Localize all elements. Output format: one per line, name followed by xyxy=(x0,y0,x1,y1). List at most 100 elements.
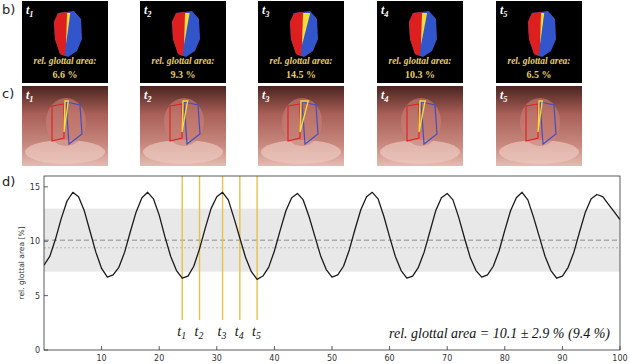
plot-frame xyxy=(44,176,620,350)
label-sub: 4 xyxy=(383,10,388,19)
x-tick-label: 70 xyxy=(442,354,452,363)
area-value: 14.5 % xyxy=(286,69,316,80)
frame-label: t3 xyxy=(262,3,270,19)
area-value: 6.6 % xyxy=(53,69,78,80)
glottis-outline xyxy=(64,101,68,132)
y-tick xyxy=(44,295,48,296)
plot-data xyxy=(44,176,620,320)
left-fold-outline xyxy=(407,104,419,141)
x-tick xyxy=(332,346,333,350)
frame-label: t3 xyxy=(262,88,270,104)
photo-background xyxy=(496,86,582,166)
photo-panel: t4 xyxy=(377,86,463,166)
panel-label: d) xyxy=(2,174,15,189)
right-fold xyxy=(528,11,556,57)
label-sub: 1 xyxy=(29,10,33,19)
label-sub: 1 xyxy=(29,95,33,104)
photo-panel: t2 xyxy=(140,86,226,166)
time-marker xyxy=(222,176,223,320)
label-sub: 2 xyxy=(146,10,151,19)
x-tick xyxy=(620,346,621,350)
glottis-outline xyxy=(300,101,308,132)
time-marker-label: t1 xyxy=(177,324,186,341)
mask-background xyxy=(377,1,463,83)
glottis-outline xyxy=(419,101,425,132)
frame-label: t4 xyxy=(381,3,389,19)
glottis xyxy=(421,13,427,45)
frame-label: t4 xyxy=(381,88,389,104)
x-tick-label: 50 xyxy=(327,354,337,363)
y-axis-label: rel. glottal area [%] xyxy=(17,227,26,300)
label-sub: 5 xyxy=(503,10,507,19)
median-line xyxy=(44,247,620,248)
right-fold xyxy=(409,11,437,57)
left-fold xyxy=(172,12,186,56)
x-tick-label: 20 xyxy=(154,354,164,363)
figure: b)c)d)t1rel. glottal area:6.6 %t1t2rel. … xyxy=(0,0,630,364)
label-sub: 5 xyxy=(503,95,507,104)
time-marker xyxy=(256,176,257,320)
glottis-outline xyxy=(538,101,542,132)
photo-tissue xyxy=(520,98,560,146)
photo-background xyxy=(140,86,226,166)
mask-panel: t1rel. glottal area:6.6 % xyxy=(22,1,108,83)
x-tick-label: 80 xyxy=(500,354,510,363)
photo-background xyxy=(377,86,463,166)
label-sub: 4 xyxy=(239,330,244,341)
x-tick xyxy=(447,346,448,350)
panel-label: b) xyxy=(2,2,15,17)
right-fold-outline xyxy=(540,102,556,144)
glottis xyxy=(184,13,190,45)
frame-label: t2 xyxy=(144,88,152,104)
x-tick-label: 30 xyxy=(212,354,222,363)
left-fold xyxy=(528,12,542,56)
area-value: 6.5 % xyxy=(527,69,552,80)
x-tick-label: 60 xyxy=(385,354,395,363)
glottis xyxy=(66,13,70,45)
mask-background xyxy=(140,1,226,83)
x-tick-label: 90 xyxy=(557,354,567,363)
photo-panel: t3 xyxy=(258,86,344,166)
frame-label: t2 xyxy=(144,3,152,19)
right-fold-outline xyxy=(66,102,82,144)
frame-label: t1 xyxy=(26,3,34,19)
y-tick-label: 0 xyxy=(35,346,40,355)
glottis-outline xyxy=(182,101,188,132)
mask-background xyxy=(496,1,582,83)
label-sub: 3 xyxy=(264,95,269,104)
time-marker-label: t5 xyxy=(252,324,261,341)
right-fold xyxy=(54,11,82,57)
y-tick xyxy=(44,186,48,187)
left-fold-outline xyxy=(526,104,538,141)
panel-label: c) xyxy=(2,86,14,101)
mask-panel: t5rel. glottal area:6.5 % xyxy=(496,1,582,83)
mean-line xyxy=(44,240,620,241)
frame-label: t5 xyxy=(500,88,508,104)
x-tick-label: 40 xyxy=(269,354,279,363)
time-marker-label: t3 xyxy=(218,324,227,341)
y-tick xyxy=(44,241,48,242)
right-fold-outline xyxy=(302,102,318,144)
x-tick-label: 10 xyxy=(97,354,107,363)
label-sub: 1 xyxy=(181,330,186,341)
glottis xyxy=(540,13,544,45)
mask-panel: t3rel. glottal area:14.5 % xyxy=(258,1,344,83)
y-tick xyxy=(44,350,48,351)
label-sub: 3 xyxy=(264,10,269,19)
y-tick-label: 15 xyxy=(30,183,40,192)
photo-tissue xyxy=(164,98,204,146)
area-value: 10.3 % xyxy=(405,69,435,80)
area-caption: rel. glottal area: xyxy=(151,56,214,66)
x-tick xyxy=(274,346,275,350)
frame-label: t1 xyxy=(26,88,34,104)
photo-background xyxy=(22,86,108,166)
x-tick xyxy=(389,346,390,350)
left-fold xyxy=(54,12,68,56)
left-fold-outline xyxy=(170,104,182,141)
frame-label: t5 xyxy=(500,3,508,19)
mask-panel: t4rel. glottal area:10.3 % xyxy=(377,1,463,83)
left-fold xyxy=(290,12,304,56)
y-tick-label: 10 xyxy=(30,237,40,246)
time-marker xyxy=(182,176,183,320)
plot-background xyxy=(44,176,620,350)
